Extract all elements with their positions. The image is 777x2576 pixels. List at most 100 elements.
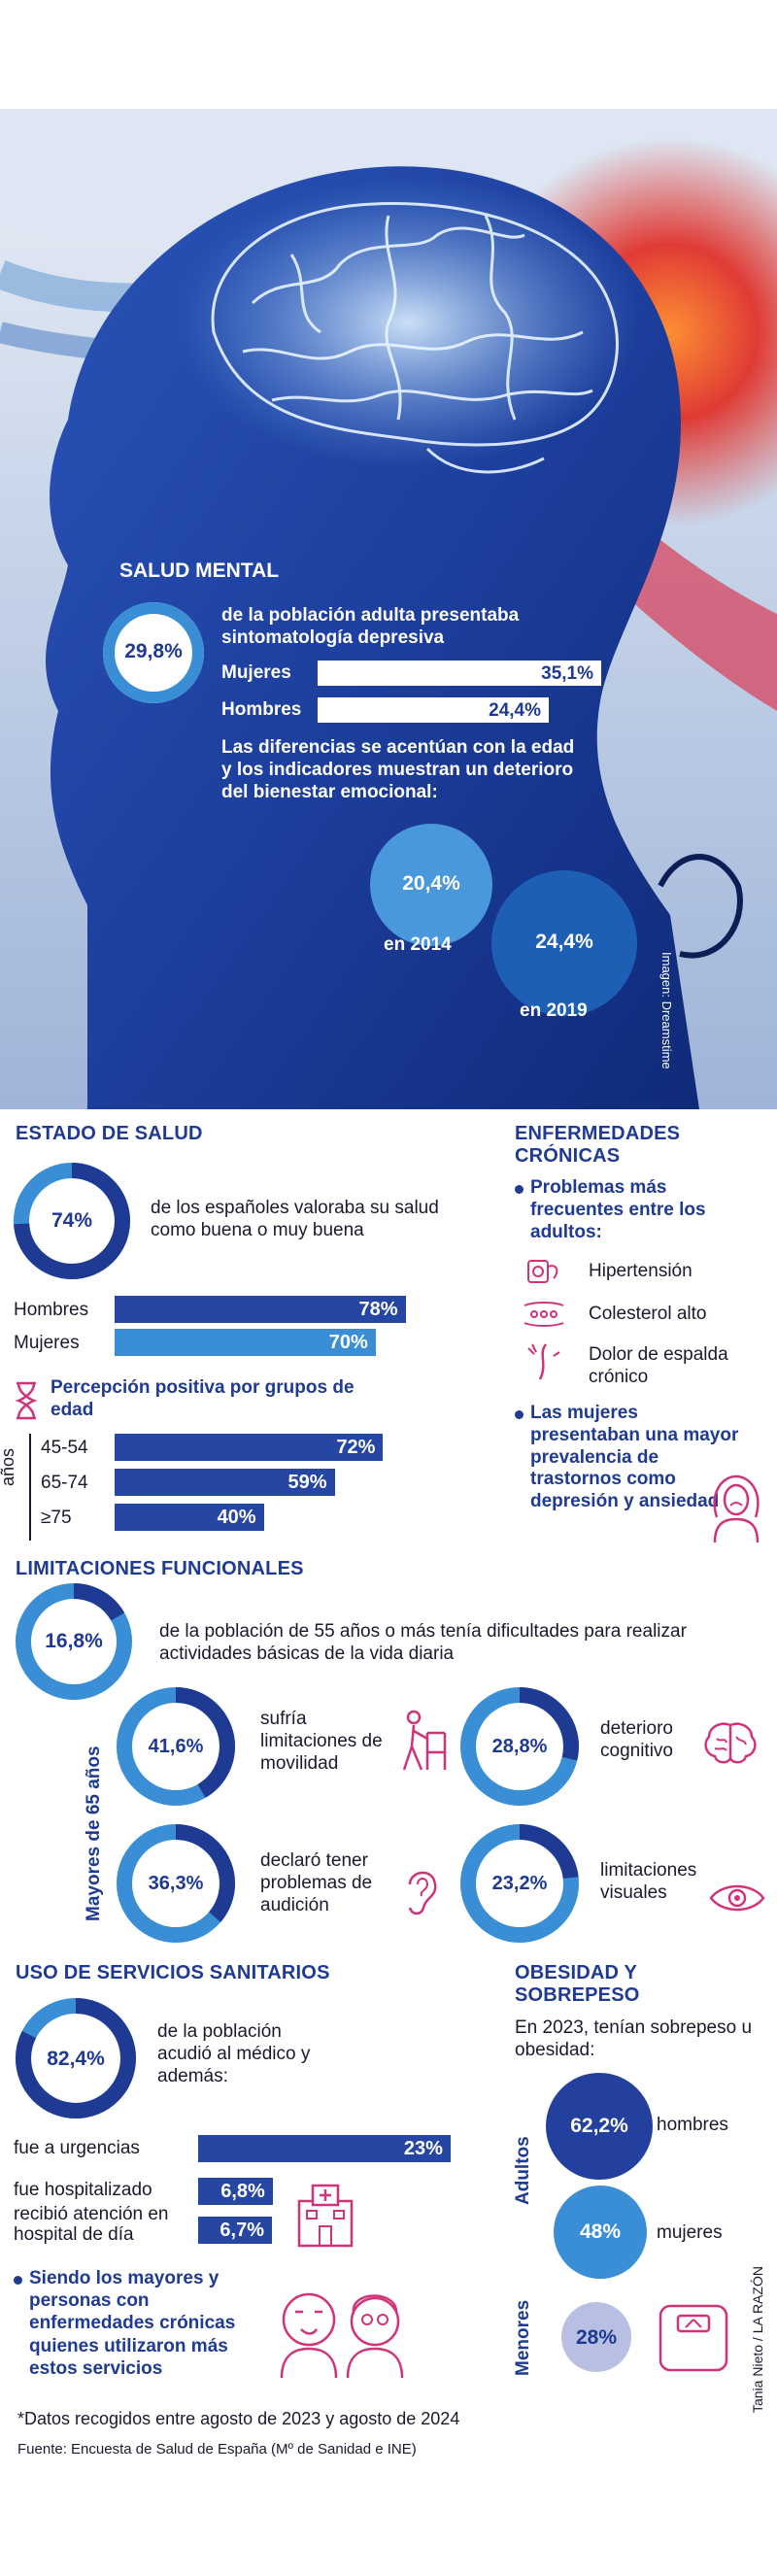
age-value-0: 72% <box>336 1437 376 1458</box>
age-label-0: 45-54 <box>41 1438 88 1458</box>
lim-item-pct-2: 36,3% <box>148 1873 204 1894</box>
adults-label: Adultos <box>513 2136 533 2205</box>
lim-ring-svg-3 <box>460 1824 579 1943</box>
lim-item-text-0: sufría limitaciones de movilidad <box>260 1709 383 1775</box>
obesity-men-label: hombres <box>657 2115 728 2135</box>
estado-women-value: 70% <box>328 1332 368 1353</box>
lim-item-ring-1: 28,8% <box>458 1685 581 1808</box>
limitaciones-ring-svg <box>16 1583 132 1700</box>
estado-men-value: 78% <box>358 1299 398 1320</box>
walker-icon <box>402 1710 447 1771</box>
lim-item-pct-3: 23,2% <box>491 1873 548 1894</box>
servicios-bar-2: 6,7% <box>198 2217 272 2244</box>
limitaciones-title: LIMITACIONES FUNCIONALES <box>16 1558 304 1579</box>
ear-icon <box>408 1871 437 1915</box>
hero-men-bar: 24,4% <box>318 697 549 723</box>
cronicas-item-0: Hipertensión <box>589 1261 693 1281</box>
age-bar-0: 72% <box>115 1434 384 1461</box>
estado-title: ESTADO DE SALUD <box>16 1123 203 1144</box>
hero-women-label: Mujeres <box>221 662 291 683</box>
woman-icon <box>713 1474 760 1543</box>
lim-item-ring-2: 36,3% <box>115 1822 237 1945</box>
lim-ring-svg-1 <box>460 1687 579 1806</box>
servicios-bullet-dot <box>14 2276 22 2285</box>
obesity-men-bubble: 62,2% <box>546 2073 653 2180</box>
servicios-label-2: recibió atención en hospital de día <box>14 2204 169 2245</box>
servicios-label-0: fue a urgencias <box>14 2138 140 2158</box>
elderly-couple-icon <box>280 2292 404 2379</box>
servicios-text: de la población acudió al médico y ademá… <box>157 2021 311 2087</box>
cronicas-bullet1: Problemas más frecuentes entre los adult… <box>530 1177 706 1242</box>
hero-men-value: 24,4% <box>489 700 541 721</box>
obesity-women-label: mujeres <box>657 2222 723 2243</box>
age-label-1: 65-74 <box>41 1473 88 1493</box>
servicios-label-1: fue hospitalizado <box>14 2180 152 2200</box>
estado-men-bar: 78% <box>115 1296 406 1323</box>
age-bar-1: 59% <box>115 1469 335 1496</box>
lim-item-pct-1: 28,8% <box>491 1736 548 1757</box>
cronicas-bullet2: Las mujeres presentaban una mayor preval… <box>530 1403 739 1512</box>
hero-main-circle: 29,8% <box>99 598 208 707</box>
hero-main-pct: 29,8% <box>124 640 183 662</box>
limitaciones-text: de la población de 55 años o más tenía d… <box>159 1621 687 1665</box>
obesity-women-value: 48% <box>579 2220 622 2243</box>
lim-ring-svg-0 <box>117 1687 235 1806</box>
age-label-2: ≥75 <box>41 1508 72 1528</box>
servicios-bullet: Siendo los mayores y personas con enferm… <box>29 2268 236 2379</box>
hero-men-label: Hombres <box>221 699 302 720</box>
hero-women-bar: 35,1% <box>318 661 601 686</box>
cronicas-item-1: Colesterol alto <box>589 1304 707 1324</box>
minors-label: Menores <box>513 2299 533 2376</box>
servicios-pct: 82,4% <box>47 2048 105 2070</box>
footer-author: Tania Nieto / LA RAZÓN <box>750 2266 765 2413</box>
footer-note: *Datos recogidos entre agosto de 2023 y … <box>17 2409 460 2428</box>
lim-item-ring-0: 41,6% <box>115 1685 237 1808</box>
lim-item-text-1: deterioro cognitivo <box>600 1718 673 1762</box>
servicios-bar-1: 6,8% <box>198 2178 273 2205</box>
brain-illustration <box>0 109 777 1109</box>
bubble-2014-label: en 2014 <box>384 934 452 955</box>
lim-ring-svg-2 <box>117 1824 235 1943</box>
ages-axis-label: años <box>0 1447 17 1486</box>
brain-icon <box>704 1722 757 1764</box>
age-bar-2: 40% <box>115 1504 264 1531</box>
obesity-men-value: 62,2% <box>570 2115 628 2137</box>
estado-women-label: Mujeres <box>14 1333 80 1353</box>
mayores-label: Mayores de 65 años <box>84 1746 104 1921</box>
servicios-value-0: 23% <box>403 2138 443 2159</box>
back-pain-icon <box>527 1343 560 1380</box>
servicios-ring: 82,4% <box>14 1996 138 2120</box>
servicios-value-1: 6,8% <box>220 2181 265 2202</box>
cronicas-bullet2-dot <box>515 1410 524 1419</box>
cronicas-title: ENFERMEDADES CRÓNICAS <box>515 1123 681 1167</box>
cronicas-bullet1-dot <box>515 1185 524 1194</box>
servicios-value-2: 6,7% <box>220 2220 264 2241</box>
ages-axis-line <box>29 1434 31 1541</box>
limitaciones-ring: 16,8% <box>14 1581 134 1702</box>
estado-ring: 74% <box>12 1161 132 1281</box>
hero-image <box>0 109 777 1109</box>
image-credit: Imagen: Dreamstime <box>659 952 674 1069</box>
hero-diff-text: Las diferencias se acentúan con la edad … <box>221 737 575 803</box>
bubble-2014-value: 20,4% <box>402 872 460 895</box>
blood-pressure-icon <box>527 1260 558 1283</box>
hero-main-text: de la población adulta presentaba sintom… <box>221 605 520 649</box>
obesity-minors-bubble: 28% <box>561 2302 631 2372</box>
estado-text: de los españoles valoraba su salud como … <box>151 1198 439 1241</box>
bubble-2019: 24,4% <box>491 870 637 1016</box>
obesidad-title: OBESIDAD Y SOBREPESO <box>515 1962 640 2006</box>
estado-ring-svg <box>14 1163 130 1279</box>
lim-item-text-2: declaró tener problemas de audición <box>260 1850 373 1916</box>
hero-main-ring <box>103 602 204 703</box>
footer-source: Fuente: Encuesta de Salud de España (Mº … <box>17 2441 417 2457</box>
servicios-bar-0: 23% <box>198 2135 451 2162</box>
lim-item-ring-3: 23,2% <box>458 1822 581 1945</box>
estado-men-label: Hombres <box>14 1300 89 1320</box>
age-value-2: 40% <box>217 1507 256 1528</box>
servicios-ring-svg <box>16 1998 136 2118</box>
bubble-2014: 20,4% <box>370 824 492 946</box>
servicios-title: USO DE SERVICIOS SANITARIOS <box>16 1962 330 1983</box>
obesidad-intro: En 2023, tenían sobrepeso u obesidad: <box>515 2017 753 2061</box>
hero-women-value: 35,1% <box>541 663 593 684</box>
obesity-minors-value: 28% <box>575 2326 618 2349</box>
